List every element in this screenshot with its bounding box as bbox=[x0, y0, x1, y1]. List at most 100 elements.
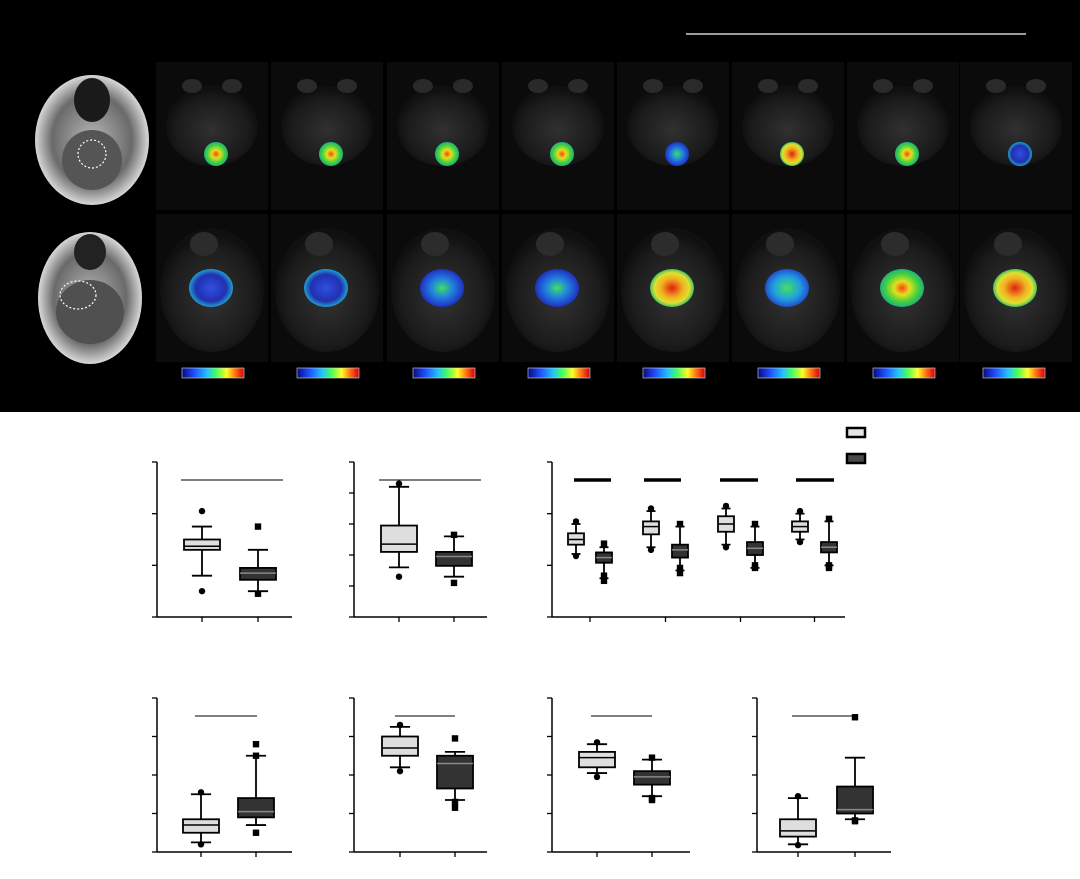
outlier-point bbox=[197, 841, 205, 848]
outlier-point bbox=[198, 507, 206, 515]
mri-panel-svg bbox=[35, 33, 1072, 379]
box bbox=[779, 818, 817, 838]
colorbar-7 bbox=[872, 367, 936, 379]
boxplot-panel-3 bbox=[547, 461, 845, 622]
outlier-point bbox=[451, 804, 459, 811]
outlier-point bbox=[751, 520, 759, 528]
outlier-point bbox=[796, 538, 804, 546]
box bbox=[435, 551, 473, 567]
outlier-point bbox=[254, 523, 262, 530]
tumor-overlay bbox=[550, 142, 574, 166]
outlier-point bbox=[395, 573, 403, 580]
boxplot-panel-2 bbox=[349, 461, 487, 622]
box bbox=[578, 751, 616, 769]
colorbar-3 bbox=[412, 367, 476, 379]
tumor-overlay bbox=[650, 269, 694, 307]
outlier-point bbox=[252, 752, 260, 759]
outlier-point bbox=[796, 507, 804, 515]
colorbar-8 bbox=[982, 367, 1046, 379]
outlier-point bbox=[676, 564, 684, 572]
tumor-overlay bbox=[780, 142, 804, 166]
outlier-point bbox=[395, 480, 403, 487]
tumor-overlay bbox=[420, 269, 464, 307]
dwi-map-r1-c2 bbox=[271, 62, 383, 210]
outlier-point bbox=[676, 520, 684, 528]
legend-swatch-1 bbox=[845, 426, 867, 439]
outlier-point bbox=[451, 798, 459, 806]
tumor-overlay bbox=[535, 269, 579, 307]
outlier-point bbox=[572, 518, 580, 525]
colorbar-2 bbox=[296, 367, 360, 379]
image-panel bbox=[0, 0, 1080, 412]
tumor-overlay bbox=[435, 142, 459, 166]
outlier-point bbox=[198, 587, 206, 595]
outlier-point bbox=[648, 754, 656, 761]
box bbox=[237, 797, 275, 819]
boxplot-panel-4 bbox=[152, 697, 292, 857]
outlier-point bbox=[450, 531, 458, 539]
dwi-map-r2-c4 bbox=[502, 214, 614, 362]
dwi-map-r1-c6 bbox=[732, 62, 844, 210]
box bbox=[436, 754, 474, 790]
outlier-point bbox=[593, 773, 601, 781]
tumor-overlay bbox=[665, 142, 689, 166]
dwi-map-r1-c8 bbox=[960, 62, 1072, 210]
dwi-map-r2-c8 bbox=[960, 214, 1072, 362]
tumor-overlay bbox=[304, 269, 348, 307]
outlier-point bbox=[396, 767, 404, 775]
outlier-point bbox=[197, 789, 205, 796]
tumor-overlay bbox=[204, 142, 228, 166]
box bbox=[183, 538, 221, 551]
dwi-map-r1-c7 bbox=[847, 62, 959, 210]
tumor-overlay bbox=[993, 269, 1037, 307]
outlier-point bbox=[450, 579, 458, 587]
outlier-point bbox=[676, 569, 684, 577]
outlier-point bbox=[647, 505, 655, 512]
dwi-map-r1-c5 bbox=[617, 62, 729, 210]
dwi-map-r1-c1 bbox=[156, 62, 268, 210]
dwi-map-r2-c6 bbox=[732, 214, 844, 362]
box bbox=[642, 520, 660, 536]
outlier-point bbox=[600, 577, 608, 585]
dwi-map-r1-c4 bbox=[502, 62, 614, 210]
outlier-point bbox=[572, 552, 580, 560]
box bbox=[671, 543, 689, 559]
outlier-point bbox=[451, 735, 459, 742]
tumor-overlay bbox=[895, 142, 919, 166]
dwi-map-r2-c7 bbox=[847, 214, 959, 362]
tumor-overlay bbox=[880, 269, 924, 307]
outlier-point bbox=[252, 741, 260, 748]
colorbar-4 bbox=[527, 367, 591, 379]
outlier-point bbox=[825, 515, 833, 523]
colorbar-6 bbox=[757, 367, 821, 379]
outlier-point bbox=[600, 572, 608, 579]
box bbox=[381, 735, 419, 757]
tumor-overlay bbox=[189, 269, 233, 307]
outlier-point bbox=[254, 590, 262, 597]
legend bbox=[845, 426, 867, 465]
outlier-point bbox=[396, 721, 404, 729]
outlier-point bbox=[600, 540, 608, 547]
outlier-point bbox=[648, 794, 656, 802]
outlier-point bbox=[252, 829, 260, 836]
outlier-point bbox=[722, 502, 730, 510]
colorbar-1 bbox=[181, 367, 245, 379]
outlier-point bbox=[851, 817, 859, 824]
outlier-point bbox=[851, 714, 859, 721]
legend-swatch-2 bbox=[845, 452, 867, 465]
outlier-point bbox=[794, 792, 802, 800]
tumor-overlay bbox=[765, 269, 809, 307]
dwi-map-r2-c3 bbox=[387, 214, 499, 362]
tumor-overlay bbox=[319, 142, 343, 166]
boxplot-panel-5 bbox=[349, 697, 487, 857]
outlier-point bbox=[794, 841, 802, 849]
dwi-map-r1-c3 bbox=[387, 62, 499, 210]
box bbox=[239, 567, 277, 581]
outlier-point bbox=[722, 544, 730, 551]
boxplot-panel-7 bbox=[752, 697, 891, 857]
outlier-point bbox=[825, 562, 833, 569]
box bbox=[380, 524, 418, 553]
box bbox=[633, 770, 671, 786]
boxplot-panel-1 bbox=[152, 461, 292, 622]
